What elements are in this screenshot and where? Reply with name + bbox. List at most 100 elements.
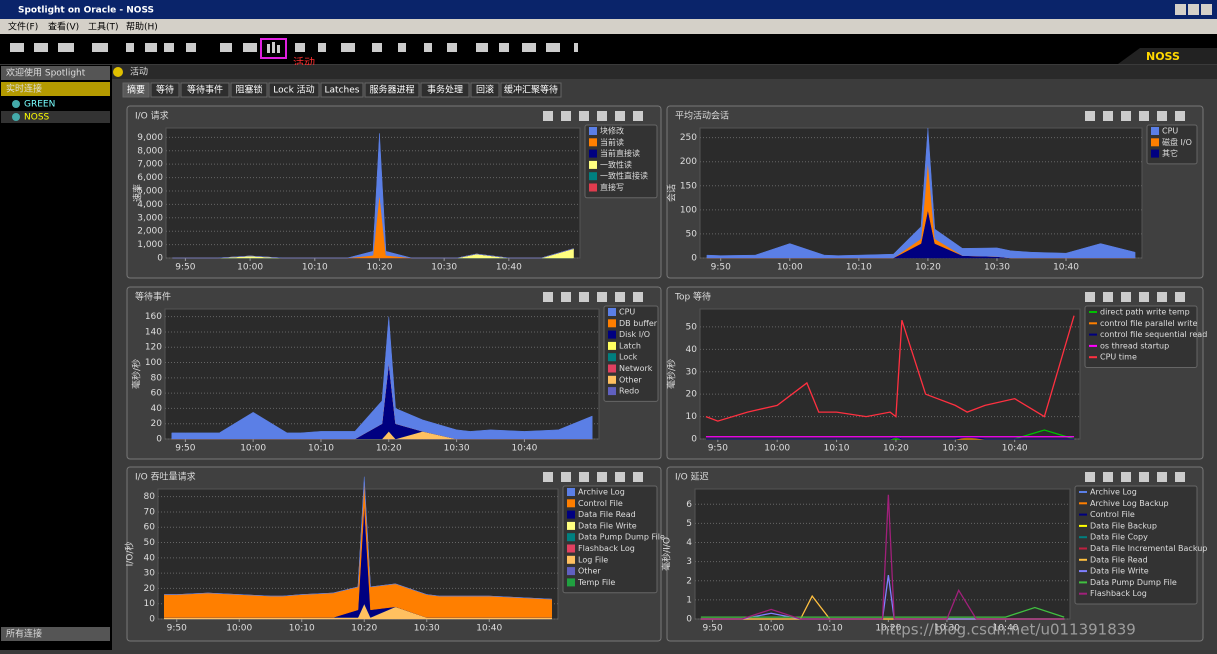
close[interactable] — [1201, 4, 1212, 15]
panel-tool[interactable] — [561, 292, 571, 302]
minimize[interactable] — [1175, 4, 1186, 15]
tool-icon[interactable] — [10, 43, 24, 52]
menu-item[interactable]: 帮助(H) — [126, 21, 158, 33]
panel-tool[interactable] — [615, 292, 625, 302]
tool-icon[interactable] — [164, 43, 174, 52]
subtab[interactable] — [150, 82, 180, 98]
subtab[interactable] — [500, 82, 562, 98]
tool-icon[interactable] — [372, 43, 382, 52]
maximize[interactable] — [1188, 4, 1199, 15]
panel-tool[interactable] — [1103, 111, 1113, 121]
subtab[interactable] — [268, 82, 320, 98]
panel-tool[interactable] — [1085, 472, 1095, 482]
subtab[interactable] — [320, 82, 364, 98]
sidebar-item[interactable]: NOSS — [24, 113, 50, 123]
legend-swatch — [567, 555, 575, 564]
legend-swatch — [608, 353, 616, 362]
tool-icon[interactable] — [522, 43, 536, 52]
tool-icon[interactable] — [574, 43, 578, 52]
panel-tool[interactable] — [1121, 472, 1131, 482]
tool-icon[interactable] — [126, 43, 134, 52]
panel-tool[interactable] — [1175, 472, 1185, 482]
panel-tool[interactable] — [1103, 292, 1113, 302]
legend-label: 当前直接读 — [600, 148, 640, 158]
panel-tool[interactable] — [1139, 292, 1149, 302]
panel-tool[interactable] — [1121, 292, 1131, 302]
legend-label: Data Pump Dump File — [1090, 578, 1177, 587]
panel-tool[interactable] — [597, 292, 607, 302]
tool-icon[interactable] — [92, 43, 108, 52]
subtab[interactable] — [420, 82, 470, 98]
panel-tool[interactable] — [543, 472, 553, 482]
tool-icon[interactable] — [267, 44, 270, 53]
tool-icon[interactable] — [58, 43, 74, 52]
panel-tool[interactable] — [561, 111, 571, 121]
tool-icon[interactable] — [272, 42, 275, 53]
panel-tool[interactable] — [543, 292, 553, 302]
tool-icon[interactable] — [447, 43, 457, 52]
menu-item[interactable]: 文件(F) — [8, 21, 38, 33]
panel-tool[interactable] — [1139, 472, 1149, 482]
subtab-label[interactable]: 服务器进程 — [369, 84, 414, 96]
panel-tool[interactable] — [615, 111, 625, 121]
subtab[interactable] — [470, 82, 500, 98]
sidebar — [0, 65, 112, 650]
sidebar-live[interactable]: 实时连接 — [6, 83, 42, 95]
menu-item[interactable]: 工具(T) — [88, 22, 119, 33]
menu-item[interactable]: 查看(V) — [48, 21, 79, 33]
panel-tool[interactable] — [597, 111, 607, 121]
sidebar-footer[interactable]: 所有连接 — [6, 628, 42, 640]
panel-tool[interactable] — [615, 472, 625, 482]
tool-icon[interactable] — [499, 43, 509, 52]
subtab-label[interactable]: 回滚 — [476, 84, 494, 96]
panel-tool[interactable] — [633, 111, 643, 121]
subtab-label[interactable]: Lock 活动 — [273, 84, 314, 96]
panel-tool[interactable] — [1139, 111, 1149, 121]
tool-icon[interactable] — [145, 43, 157, 52]
panel-tool[interactable] — [1157, 111, 1167, 121]
panel-tool[interactable] — [543, 111, 553, 121]
subtab-label[interactable]: Latches — [325, 86, 360, 96]
panel-tool[interactable] — [579, 292, 589, 302]
panel-tool[interactable] — [1103, 472, 1113, 482]
tool-icon[interactable] — [186, 43, 196, 52]
tool-icon[interactable] — [295, 43, 305, 52]
tool-icon[interactable] — [476, 43, 488, 52]
panel-tool[interactable] — [1085, 292, 1095, 302]
panel-tool[interactable] — [579, 111, 589, 121]
tool-icon[interactable] — [398, 43, 406, 52]
panel-tool[interactable] — [579, 472, 589, 482]
panel-tool[interactable] — [633, 292, 643, 302]
panel-tool[interactable] — [1085, 111, 1095, 121]
panel-tool[interactable] — [561, 472, 571, 482]
tool-icon[interactable] — [318, 43, 326, 52]
subtab-label[interactable]: 阻塞锁 — [235, 84, 262, 96]
panel-tool[interactable] — [1157, 472, 1167, 482]
panel-tool[interactable] — [633, 472, 643, 482]
subtab-label[interactable]: 事务处理 — [427, 84, 463, 96]
tool-icon[interactable] — [220, 43, 232, 52]
tool-icon[interactable] — [424, 43, 432, 52]
subtab-label[interactable]: 缓冲汇聚等待 — [504, 84, 558, 96]
sidebar-item[interactable]: GREEN — [24, 100, 55, 110]
panel-tool[interactable] — [1157, 292, 1167, 302]
subtab-label[interactable]: 摘要 — [127, 84, 145, 96]
tool-icon[interactable] — [243, 43, 257, 52]
tool-icon[interactable] — [277, 45, 280, 53]
panel-tool[interactable] — [1121, 111, 1131, 121]
series-area — [171, 316, 593, 440]
sidebar-welcome[interactable]: 欢迎使用 Spotlight — [6, 67, 86, 79]
panel-tool[interactable] — [597, 472, 607, 482]
tool-icon[interactable] — [341, 43, 355, 52]
subtab-label[interactable]: 等待事件 — [187, 84, 223, 96]
subtab[interactable] — [230, 82, 268, 98]
tool-icon[interactable] — [34, 43, 48, 52]
panel-tool[interactable] — [1175, 292, 1185, 302]
subtab[interactable] — [364, 82, 420, 98]
tool-icon[interactable] — [546, 43, 560, 52]
subtab[interactable] — [122, 82, 150, 98]
subtab-label[interactable]: 等待 — [156, 84, 174, 96]
subtab[interactable] — [180, 82, 230, 98]
panel-tool[interactable] — [1175, 111, 1185, 121]
